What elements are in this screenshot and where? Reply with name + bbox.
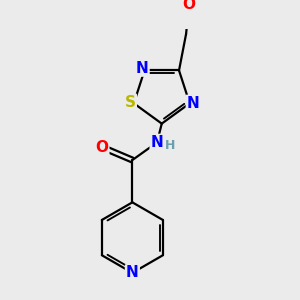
Text: N: N: [126, 266, 139, 280]
Text: N: N: [187, 96, 200, 111]
Text: O: O: [95, 140, 108, 154]
Text: H: H: [165, 139, 175, 152]
Text: O: O: [182, 0, 196, 12]
Text: N: N: [136, 61, 148, 76]
Text: N: N: [151, 135, 164, 150]
Text: S: S: [125, 94, 136, 110]
